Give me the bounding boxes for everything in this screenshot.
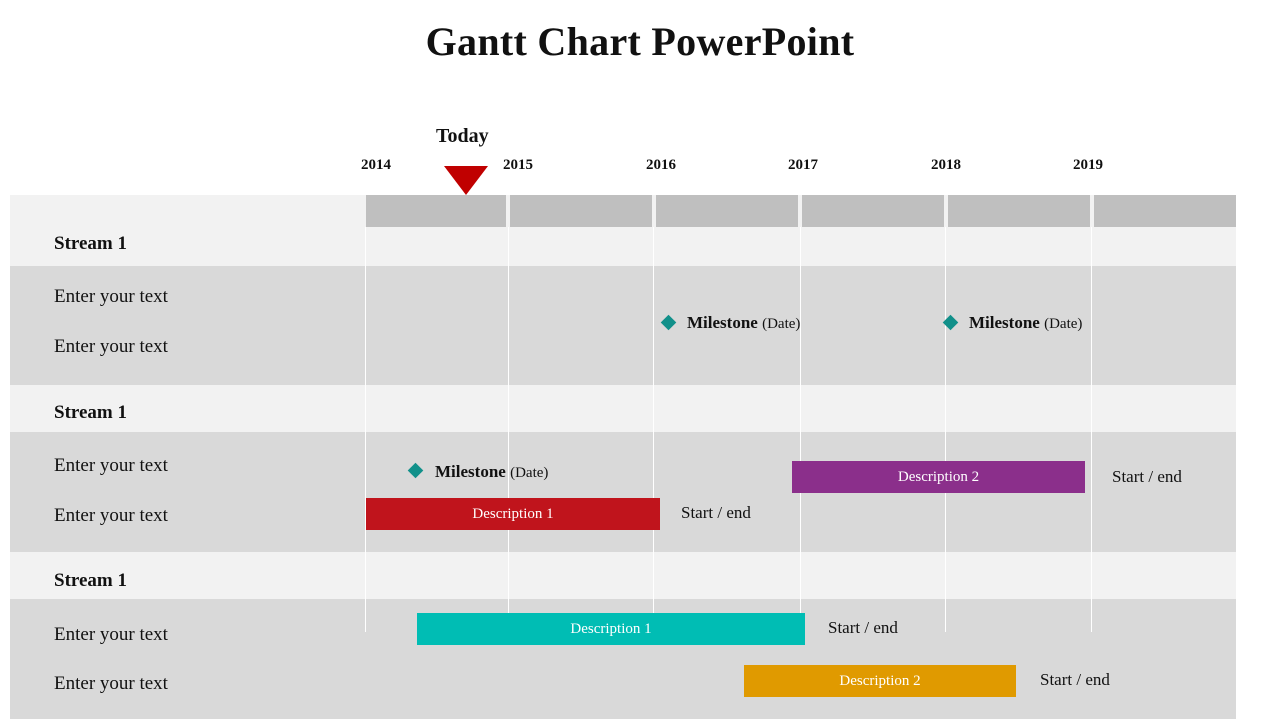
grid-line	[508, 227, 509, 632]
stream-band	[10, 385, 1236, 432]
timeline-header-cell	[656, 195, 798, 227]
row-label: Enter your text	[54, 336, 168, 357]
milestone-title: Milestone	[687, 313, 758, 332]
milestone-date: (Date)	[510, 465, 549, 481]
grid-line	[653, 227, 654, 632]
year-label: 2018	[931, 157, 961, 173]
grid-line	[800, 227, 801, 632]
milestone-date: (Date)	[762, 316, 801, 332]
grid-line	[945, 227, 946, 632]
row-label: Enter your text	[54, 286, 168, 307]
task-bar: Description 2	[792, 461, 1085, 493]
stream-label: Stream 1	[54, 233, 127, 254]
stream-band	[10, 552, 1236, 599]
row-label: Enter your text	[54, 505, 168, 526]
milestone-label: Milestone (Date)	[687, 313, 800, 333]
timeline-header-cell	[510, 195, 652, 227]
milestone-label: Milestone (Date)	[435, 462, 548, 482]
task-bar: Description 1	[366, 498, 660, 530]
today-label: Today	[436, 125, 489, 147]
timeline-header-cell	[948, 195, 1090, 227]
grid-line	[1091, 227, 1092, 632]
start-end-label: Start / end	[681, 503, 751, 522]
row-label: Enter your text	[54, 624, 168, 645]
grid-line	[365, 227, 366, 632]
timeline-header-cell	[802, 195, 944, 227]
timeline-header-cell	[366, 195, 506, 227]
stream-label: Stream 1	[54, 570, 127, 591]
task-bar: Description 1	[417, 613, 805, 645]
today-marker	[444, 166, 488, 195]
row-label: Enter your text	[54, 455, 168, 476]
row-label: Enter your text	[54, 673, 168, 694]
year-label: 2019	[1073, 157, 1103, 173]
milestone-title: Milestone	[435, 462, 506, 481]
task-bar: Description 2	[744, 665, 1016, 697]
start-end-label: Start / end	[1040, 670, 1110, 689]
timeline-header-cell	[1094, 195, 1236, 227]
start-end-label: Start / end	[828, 618, 898, 637]
start-end-label: Start / end	[1112, 467, 1182, 486]
stream-band	[10, 227, 1236, 266]
milestone-label: Milestone (Date)	[969, 313, 1082, 333]
row-band	[10, 266, 1236, 385]
page-title: Gantt Chart PowerPoint	[425, 19, 855, 64]
year-label: 2017	[788, 157, 818, 173]
milestone-title: Milestone	[969, 313, 1040, 332]
year-label: 2015	[503, 157, 533, 173]
year-label: 2014	[361, 157, 391, 173]
milestone-date: (Date)	[1044, 316, 1083, 332]
year-label: 2016	[646, 157, 676, 173]
stream-label: Stream 1	[54, 402, 127, 423]
